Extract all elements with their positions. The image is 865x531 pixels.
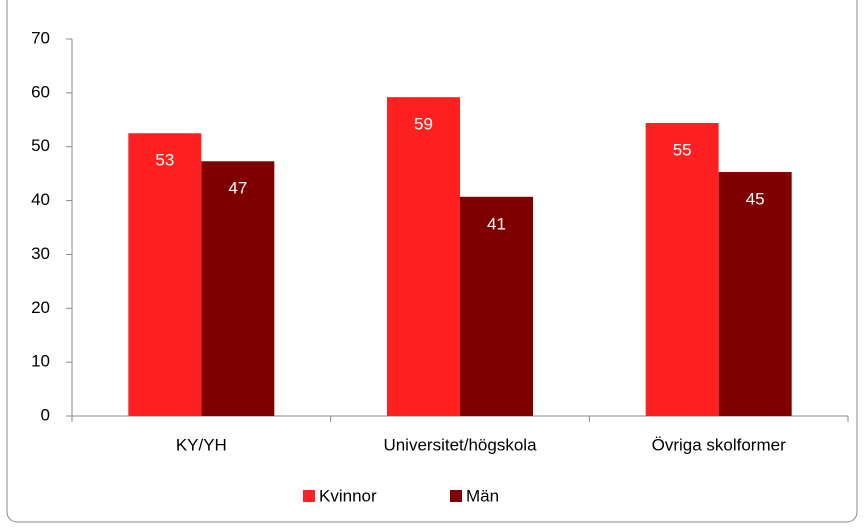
bar <box>645 123 719 416</box>
legend-swatch <box>303 490 315 502</box>
bar <box>460 196 533 416</box>
bar <box>201 161 275 416</box>
y-tick-label: 30 <box>31 244 50 263</box>
y-tick-label: 60 <box>31 82 50 101</box>
legend-label: Kvinnor <box>319 486 377 505</box>
y-tick-label: 70 <box>31 28 50 47</box>
x-tick-label: KY/YH <box>176 435 227 454</box>
x-tick-label: Övriga skolformer <box>652 435 786 454</box>
y-tick-label: 40 <box>31 190 50 209</box>
y-tick-label: 10 <box>31 352 50 371</box>
x-tick-label: Universitet/högskola <box>383 435 537 454</box>
y-tick-label: 50 <box>31 136 50 155</box>
y-tick-label: 0 <box>41 405 50 424</box>
bar <box>387 97 460 416</box>
value-label: 59 <box>414 115 433 134</box>
y-tick-label: 20 <box>31 298 50 317</box>
legend-swatch <box>450 490 462 502</box>
legend-label: Män <box>466 486 499 505</box>
value-label: 55 <box>673 141 692 160</box>
bar <box>718 172 792 416</box>
value-label: 53 <box>155 151 174 170</box>
bar <box>128 133 202 416</box>
value-label: 41 <box>487 214 506 233</box>
value-label: 45 <box>746 190 765 209</box>
value-label: 47 <box>228 179 247 198</box>
